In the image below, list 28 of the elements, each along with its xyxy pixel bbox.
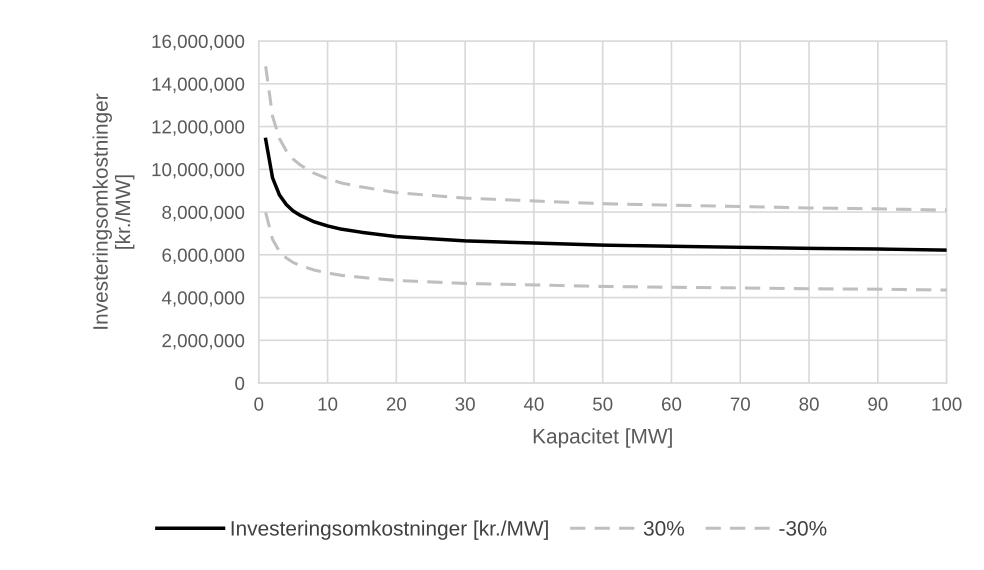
x-tick-label: 60	[662, 397, 682, 411]
x-tick-label: 70	[730, 397, 750, 411]
line-series	[264, 210, 947, 292]
y-tick-label: 2,000,000	[162, 334, 244, 350]
y-tick-label: 0	[235, 376, 244, 390]
line-series	[264, 138, 947, 252]
legend-label: Investeringsomkostninger [kr./MW]	[232, 520, 548, 540]
y-tick-label: 4,000,000	[162, 291, 244, 307]
x-tick-label: 50	[593, 397, 612, 411]
x-tick-label: 10	[318, 397, 338, 411]
x-tick-label: 40	[524, 397, 544, 411]
x-tick-label: 90	[868, 397, 888, 411]
y-tick-label: 10,000,000	[152, 162, 244, 178]
legend-label: -30%	[779, 520, 826, 536]
y-tick-label: 16,000,000	[152, 34, 244, 50]
x-tick-label: 30	[455, 397, 475, 411]
y-axis-title: Investeringsomkostninger [kr./MW]	[92, 94, 134, 329]
y-tick-label: 12,000,000	[152, 120, 244, 136]
y-tick-label: 8,000,000	[162, 206, 244, 222]
x-tick-label: 0	[254, 397, 264, 411]
y-tick-label: 14,000,000	[152, 77, 244, 93]
y-tick-label: 6,000,000	[162, 248, 244, 264]
legend-label: 30%	[644, 520, 684, 536]
x-tick-label: 100	[932, 397, 962, 411]
line-series	[264, 64, 947, 212]
x-tick-label: 20	[386, 397, 406, 411]
x-tick-label: 80	[799, 397, 819, 411]
x-axis-title: Kapacitet [MW]	[534, 428, 672, 448]
